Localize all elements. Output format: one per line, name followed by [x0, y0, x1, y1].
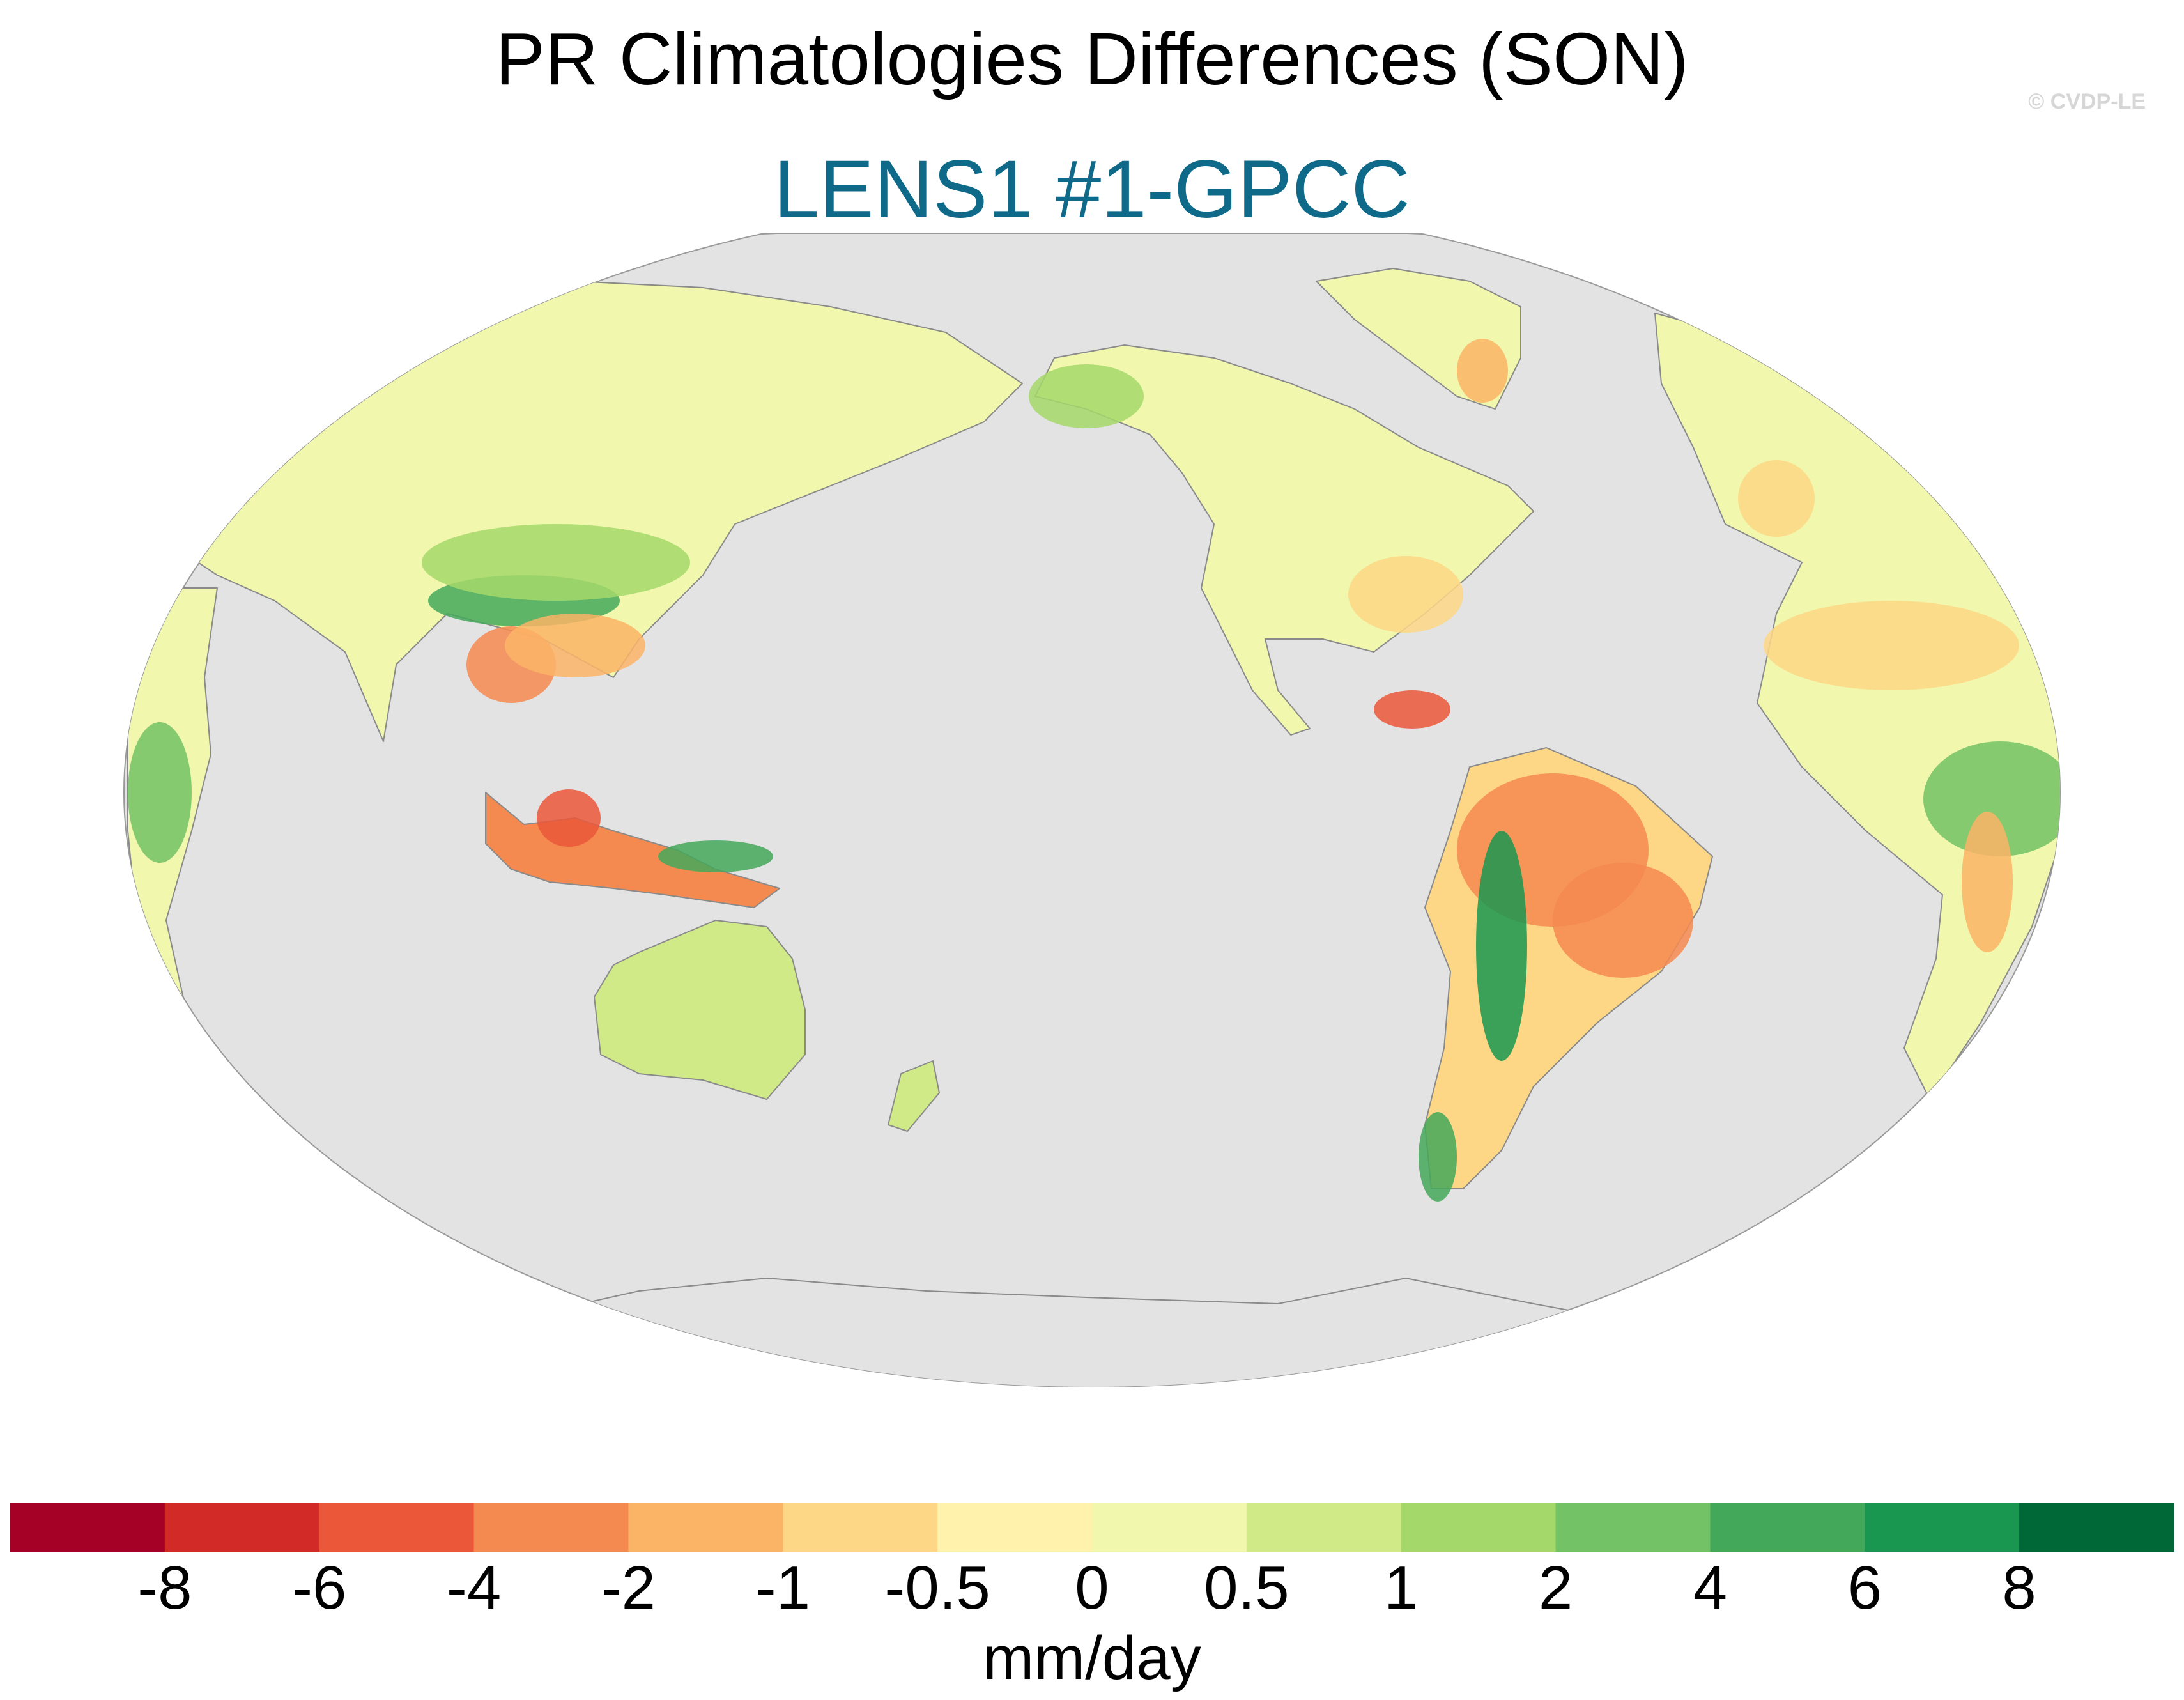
- colorbar-swatch: [937, 1503, 1093, 1552]
- colorbar-swatch: [473, 1503, 629, 1552]
- anomaly-andes-wet: [1476, 831, 1527, 1061]
- anomaly-greenland-dry: [1457, 339, 1508, 403]
- anomaly-tibet-wet: [422, 524, 690, 601]
- land-north-america: [1034, 344, 1534, 736]
- colorbar-tick-label: 2: [1538, 1554, 1573, 1622]
- anomaly-scandinavia-dry: [1738, 460, 1815, 537]
- colorbar-swatch: [1401, 1503, 1557, 1552]
- colorbar-tick-label: 0.5: [1204, 1554, 1289, 1622]
- anomaly-central-america-dry: [1374, 690, 1450, 729]
- map-subtitle: LENS1 #1-GPCC: [774, 144, 1410, 235]
- watermark: © CVDP-LE: [2028, 89, 2146, 114]
- colorbar-swatch: [319, 1503, 475, 1552]
- colorbar-units-label: mm/day: [983, 1624, 1201, 1692]
- colorbar-swatch: [1710, 1503, 1865, 1552]
- colorbar-tick-label: -6: [292, 1554, 347, 1622]
- colorbar-swatch: [2019, 1503, 2174, 1552]
- colorbar-tick-label: 1: [1383, 1554, 1419, 1622]
- colorbar-swatch: [628, 1503, 783, 1552]
- colorbar-tick-label: -1: [755, 1554, 810, 1622]
- anomaly-brazil-dry: [1553, 863, 1693, 978]
- colorbar-swatch: [1555, 1503, 1711, 1552]
- anomaly-china-dry: [505, 614, 645, 677]
- anomaly-sahara-dry: [1764, 601, 2019, 690]
- colorbar-tick-label: -0.5: [884, 1554, 990, 1622]
- colorbar-tick-label: 4: [1693, 1554, 1728, 1622]
- anomaly-west-africa-wet: [1923, 741, 2060, 856]
- colorbar-tick-label: -4: [446, 1554, 502, 1622]
- colorbar-tick-label: -2: [601, 1554, 656, 1622]
- anomaly-us-southeast-dry: [1348, 556, 1463, 633]
- colorbar-tick-label: 0: [1075, 1554, 1109, 1622]
- anomaly-borneo-dry: [537, 789, 601, 847]
- map-title: PR Climatologies Differences (SON): [495, 17, 1689, 100]
- colorbar-swatch: [1092, 1503, 1247, 1552]
- anomaly-africa-west-edge: [128, 722, 192, 863]
- colorbar-swatch: [1865, 1503, 2020, 1552]
- anomaly-patagonia-wet: [1419, 1112, 1457, 1202]
- colorbar-swatch: [10, 1503, 165, 1552]
- colorbar-swatch: [164, 1503, 320, 1552]
- land-australia: [594, 920, 806, 1100]
- colorbar-tick-label: -8: [137, 1554, 192, 1622]
- colorbar-swatch: [783, 1503, 938, 1552]
- land-new-zealand: [888, 1060, 940, 1132]
- anomaly-alaska-wet: [1029, 364, 1144, 428]
- colorbar-swatch: [1246, 1503, 1402, 1552]
- anomaly-new-guinea: [658, 840, 773, 872]
- colorbar-tick-label: 6: [1847, 1554, 1882, 1622]
- anomaly-east-africa-dry: [1962, 812, 2013, 952]
- colorbar-tick-label: 8: [2002, 1554, 2036, 1622]
